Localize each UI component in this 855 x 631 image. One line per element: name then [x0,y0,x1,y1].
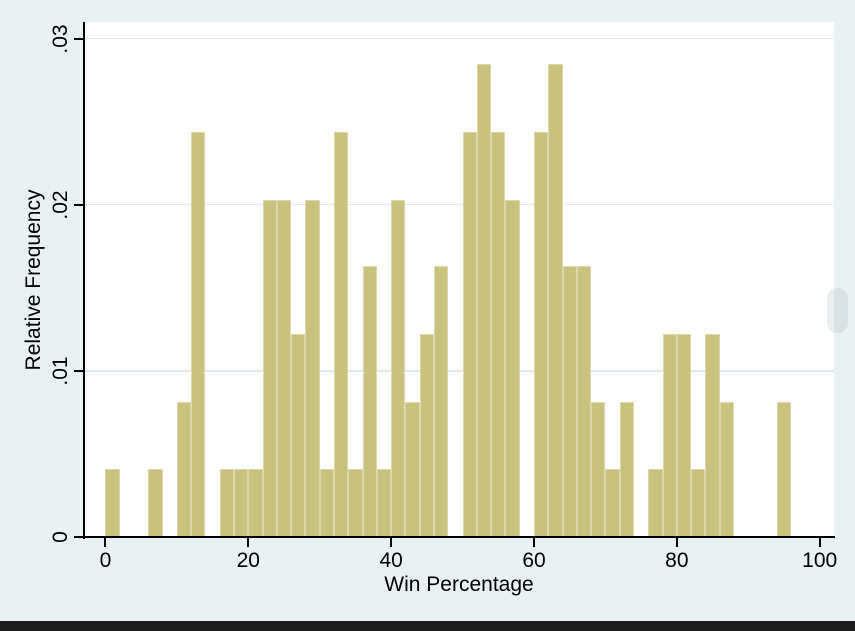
y-tick-label: 0 [49,531,72,543]
x-tick-label: 20 [236,549,260,572]
x-tick-label: 100 [802,549,838,572]
x-tick-mark [390,538,393,547]
y-tick-mark [74,369,83,372]
scrollbar-thumb[interactable] [827,288,848,333]
y-tick-label: .03 [49,24,72,54]
y-axis-line [83,22,85,539]
x-tick-label: 80 [665,549,689,572]
y-tick-mark [74,203,83,206]
x-axis-line [83,536,835,538]
y-tick-label: .02 [49,190,72,220]
x-tick-mark [247,538,250,547]
x-tick-mark [533,538,535,547]
x-tick-mark [675,538,678,547]
y-tick-mark [74,37,83,40]
x-axis-title: Win Percentage [384,573,534,596]
x-tick-label: 60 [522,549,546,572]
x-tick-label: 0 [99,549,112,572]
x-tick-label: 40 [379,549,403,572]
y-tick-mark [74,536,83,538]
y-gridline [84,203,834,206]
y-gridline [84,37,834,40]
x-tick-mark [818,538,821,547]
bottom-bar [0,621,855,631]
y-gridline [84,370,834,372]
x-tick-mark [104,538,107,547]
y-tick-label: .01 [49,356,72,386]
y-axis-title: Relative Frequency [22,189,45,371]
